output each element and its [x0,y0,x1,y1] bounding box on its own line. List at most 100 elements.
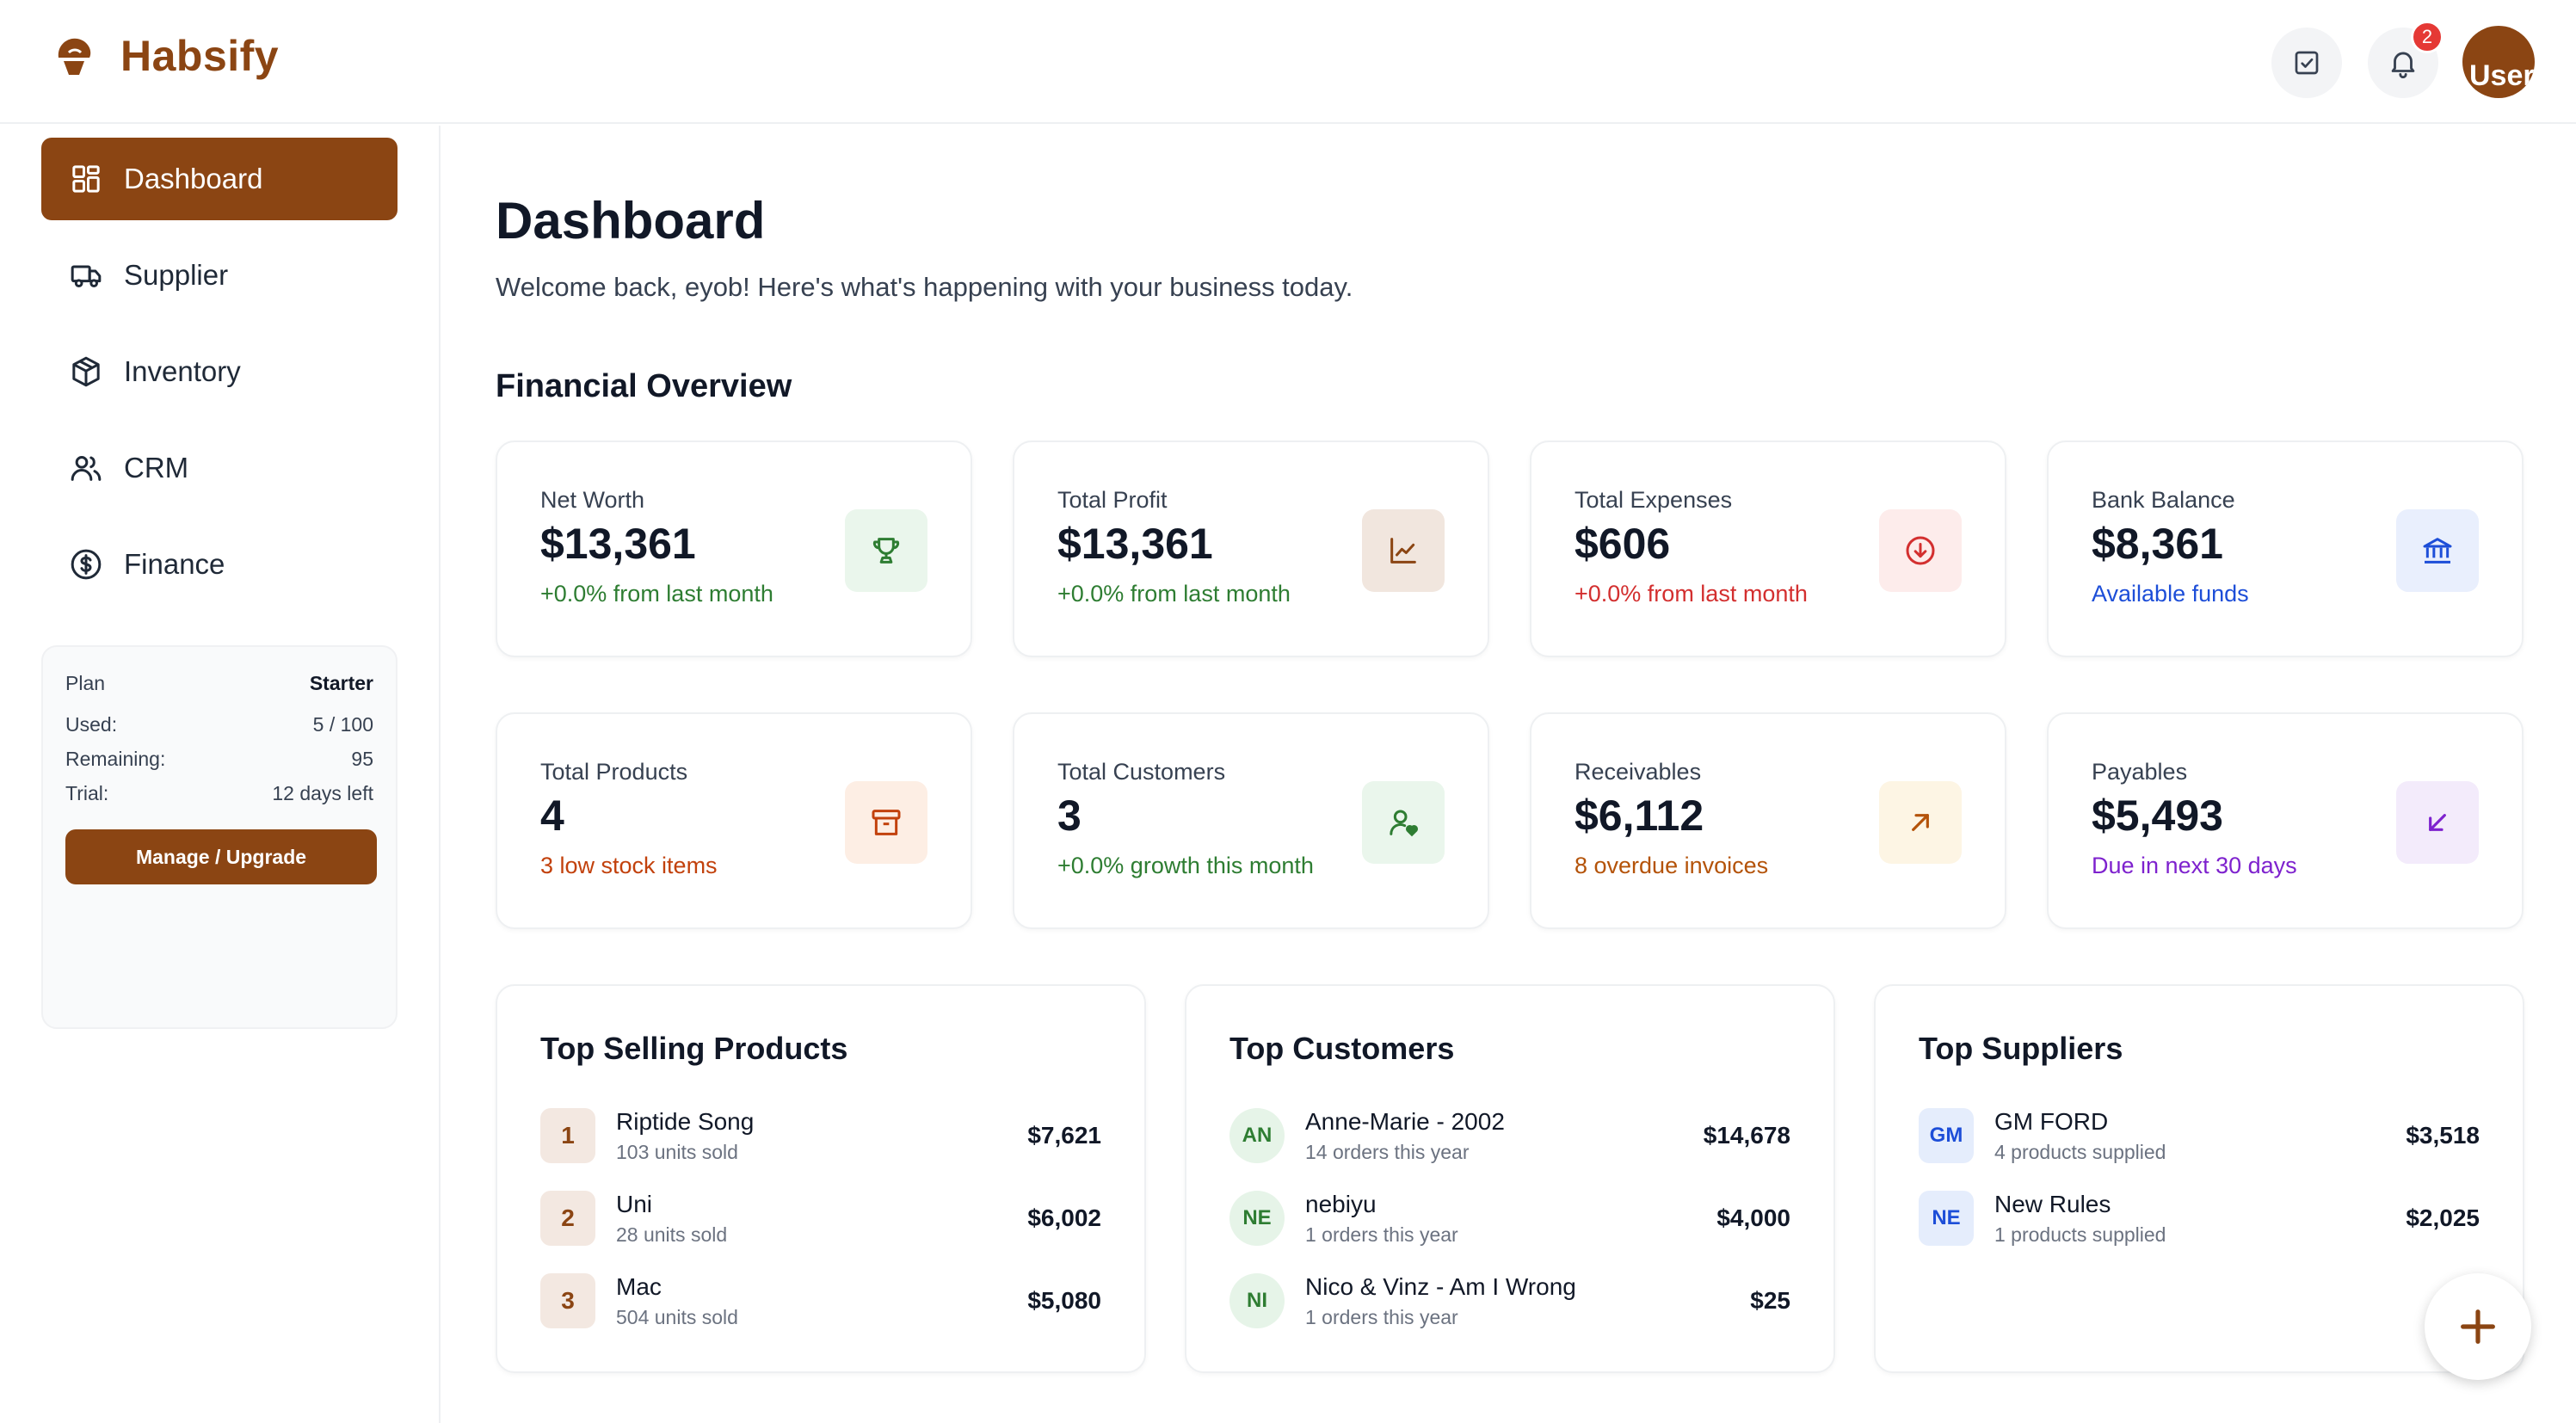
stat-card-total-profit[interactable]: Total Profit $13,361 +0.0% from last mon… [1013,440,1489,657]
sidebar-item-label: Finance [124,548,225,580]
sidebar-item-dashboard[interactable]: Dashboard [41,138,397,220]
stat-sub: Available funds [2092,581,2249,607]
product-name: Uni [616,1190,653,1217]
brand[interactable]: Habsify [50,31,279,81]
list-item[interactable]: NE nebiyu 1 orders this year $4,000 [1229,1177,1790,1260]
customer-amount: $4,000 [1716,1204,1790,1231]
stat-card-total-expenses[interactable]: Total Expenses $606 +0.0% from last mont… [1530,440,2006,657]
list-item[interactable]: NE New Rules 1 products supplied $2,025 [1919,1177,2480,1260]
customer-initials-badge: NE [1229,1191,1285,1246]
stat-sub: 3 low stock items [540,853,718,878]
plus-icon [2461,1309,2495,1344]
supplier-name: New Rules [1994,1190,2111,1217]
trial-label: Trial: [65,781,109,804]
stat-label: Total Expenses [1575,487,1733,513]
top-customers-card: Top Customers AN Anne-Marie - 2002 14 or… [1185,984,1835,1373]
top-header: Habsify 2 User [0,0,2576,124]
customer-meta: 1 orders this year [1305,1223,1458,1246]
line-chart-icon [1390,538,1416,564]
stat-sub: Due in next 30 days [2092,853,2297,878]
list-item[interactable]: 1 Riptide Song 103 units sold $7,621 [540,1094,1101,1177]
stat-sub: +0.0% from last month [540,581,773,607]
section-title: Financial Overview [496,368,792,404]
stat-label: Receivables [1575,759,1702,785]
stat-icon-box [845,509,927,592]
stat-icon-box [845,781,927,864]
stat-card-net-worth[interactable]: Net Worth $13,361 +0.0% from last month [496,440,972,657]
product-meta: 504 units sold [616,1305,738,1328]
sidebar-item-label: Inventory [124,355,241,387]
used-label: Used: [65,712,118,736]
stat-icon-box [1362,509,1445,592]
manage-upgrade-button[interactable]: Manage / Upgrade [65,829,377,884]
list-item[interactable]: GM GM FORD 4 products supplied $3,518 [1919,1094,2480,1177]
arrow-down-left-icon [2429,814,2446,831]
arrow-down-circle-icon [1906,536,1935,565]
stat-sub: +0.0% from last month [1575,581,1808,607]
used-row: Used: 5 / 100 [65,707,373,742]
user-avatar[interactable]: User [2462,26,2535,98]
stat-card-total-products[interactable]: Total Products 4 3 low stock items [496,712,972,929]
list-item[interactable]: 3 Mac 504 units sold $5,080 [540,1260,1101,1342]
sidebar-item-supplier[interactable]: Supplier [41,234,397,317]
avatar-alt-text: User [2469,59,2535,92]
user-heart-icon [1390,810,1418,837]
customer-amount: $25 [1750,1287,1790,1314]
stat-value: $8,361 [2092,520,2223,568]
list-item[interactable]: AN Anne-Marie - 2002 14 orders this year… [1229,1094,1790,1177]
stat-card-total-customers[interactable]: Total Customers 3 +0.0% growth this mont… [1013,712,1489,929]
page-title: Dashboard [496,192,766,249]
supplier-amount: $3,518 [2406,1122,2480,1149]
trial-row: Trial: 12 days left [65,776,373,810]
product-amount: $7,621 [1027,1122,1101,1149]
remaining-label: Remaining: [65,747,166,770]
stat-value: $6,112 [1575,792,1704,840]
list-item[interactable]: 2 Uni 28 units sold $6,002 [540,1177,1101,1260]
sidebar-item-finance[interactable]: Finance [41,523,397,606]
stat-label: Total Profit [1057,487,1168,513]
notification-count-badge: 2 [2411,21,2444,53]
rank-badge: 2 [540,1191,595,1246]
stat-icon-box [1879,781,1962,864]
stat-label: Payables [2092,759,2188,785]
rank-badge: 1 [540,1108,595,1163]
supplier-amount: $2,025 [2406,1204,2480,1231]
stat-value: $13,361 [540,520,696,568]
supplier-meta: 4 products supplied [1994,1140,2166,1163]
customer-name: Anne-Marie - 2002 [1305,1107,1505,1135]
item-text: New Rules 1 products supplied [1994,1191,2406,1247]
card-title: Top Suppliers [1919,1031,2123,1066]
page-subtitle: Welcome back, eyob! Here's what's happen… [496,272,1353,302]
stat-card-receivables[interactable]: Receivables $6,112 8 overdue invoices [1530,712,2006,929]
bell-icon [2391,52,2415,78]
stat-value: $13,361 [1057,520,1213,568]
list-item[interactable]: NI Nico & Vinz - Am I Wrong 1 orders thi… [1229,1260,1790,1342]
box-icon [72,356,100,387]
tasks-button[interactable] [2271,28,2342,98]
checkbox-icon [2295,51,2319,75]
stat-icon-box [1879,509,1962,592]
stat-sub: 8 overdue invoices [1575,853,1769,878]
supplier-meta: 1 products supplied [1994,1223,2166,1246]
item-text: Uni 28 units sold [616,1191,1027,1247]
sidebar-item-label: Dashboard [124,163,263,194]
brand-logo-icon [58,38,91,75]
plan-row: Plan Starter [65,666,373,700]
sidebar-item-inventory[interactable]: Inventory [41,330,397,413]
sidebar-item-crm[interactable]: CRM [41,427,397,509]
bank-icon [2423,538,2452,564]
stat-value: 4 [540,792,564,840]
item-text: Nico & Vinz - Am I Wrong 1 orders this y… [1305,1273,1750,1329]
notifications-button[interactable]: 2 [2368,21,2444,98]
truck-icon [71,265,102,287]
stat-label: Bank Balance [2092,487,2235,513]
stat-card-payables[interactable]: Payables $5,493 Due in next 30 days [2047,712,2524,929]
customer-initials-badge: AN [1229,1108,1285,1163]
add-fab-button[interactable] [2425,1273,2531,1380]
remaining-value: 95 [351,747,373,770]
customer-initials-badge: NI [1229,1273,1285,1328]
stat-card-bank-balance[interactable]: Bank Balance $8,361 Available funds [2047,440,2524,657]
plan-card: Plan Starter Used: 5 / 100 Remaining: 95… [41,645,397,1029]
card-title: Top Selling Products [540,1031,848,1066]
stat-icon-box [2396,781,2479,864]
